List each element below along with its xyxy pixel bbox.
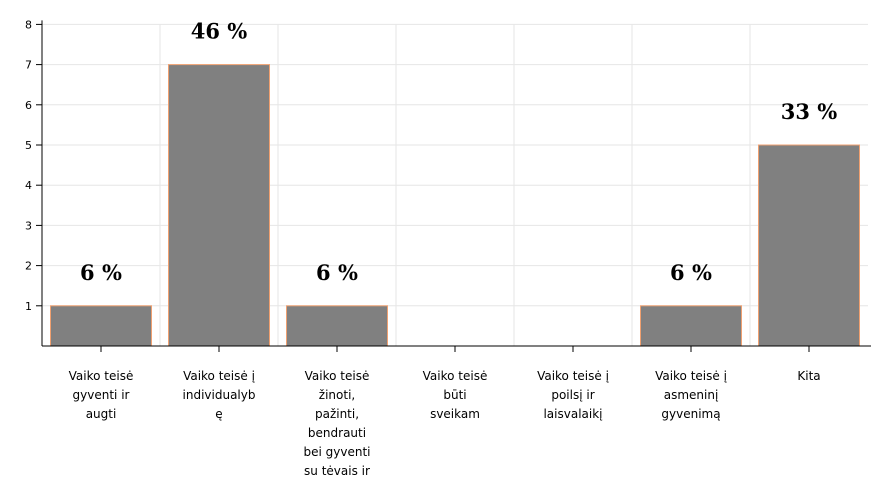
x-tick-label-line: Vaiko teisė į [537, 369, 610, 383]
x-tick-label-line: bei gyventi [304, 445, 371, 459]
bar [168, 64, 270, 347]
y-tick-label: 5 [25, 139, 32, 152]
x-tick-label-line: su tėvais ir [304, 464, 370, 478]
x-tick-label-line: pažinti, [315, 407, 359, 421]
x-tick-label: Vaiko teisė į asmeninį gyvenimą [655, 369, 728, 421]
x-tick-label-line: poilsį ir [551, 388, 594, 402]
y-tick-label: 3 [25, 219, 32, 232]
y-tick-label: 2 [25, 260, 32, 273]
bar [50, 305, 152, 347]
y-tick-label: 7 [25, 59, 32, 72]
x-tick-label-line: gyvenimą [661, 407, 720, 421]
x-tick-label-line: laisvalaikį [543, 407, 603, 421]
x-tick-label-line: sveikam [430, 407, 480, 421]
x-tick-label: Vaiko teisė žinoti, pažinti, bendrauti bei g… [304, 369, 371, 478]
x-tick-label-line: Vaiko teisė [423, 369, 488, 383]
x-tick-label: Vaiko teisė į individualyb ę [183, 369, 256, 421]
bar [640, 305, 742, 347]
x-tick-label-line: Kita [797, 369, 820, 383]
x-tick-label-line: ę [215, 407, 222, 421]
x-tick-label: Kita [797, 369, 820, 383]
data-label: 46 % [191, 19, 248, 44]
x-tick-label-line: Vaiko teisė į [183, 369, 256, 383]
x-tick-label: Vaiko teisė būti sveikam [423, 369, 488, 421]
x-tick-label-line: Vaiko teisė [69, 369, 134, 383]
x-tick-label-line: augti [86, 407, 117, 421]
bar [286, 305, 388, 347]
y-tick-label: 4 [25, 179, 32, 192]
x-tick-label-line: būti [443, 388, 466, 402]
x-tick-label-line: asmeninį [664, 388, 719, 402]
x-tick-label-line: Vaiko teisė į [655, 369, 728, 383]
y-tick-label: 1 [25, 300, 32, 313]
x-tick-label-line: Vaiko teisė [305, 369, 370, 383]
x-tick-label: Vaiko teisė į poilsį ir laisvalaikį [537, 369, 610, 421]
x-tick-label: Vaiko teisė gyventi ir augti [69, 369, 134, 421]
x-tick-label-line: individualyb [183, 388, 256, 402]
y-tick-label: 8 [25, 18, 32, 31]
data-label: 6 % [316, 260, 358, 285]
x-tick-label-line: gyventi ir [73, 388, 130, 402]
x-tick-label-line: bendrauti [308, 426, 366, 440]
data-label: 6 % [670, 260, 712, 285]
data-label: 33 % [781, 99, 838, 124]
x-tick-label-line: žinoti, [319, 388, 355, 402]
data-label: 6 % [80, 260, 122, 285]
y-tick-label: 6 [25, 99, 32, 112]
bar [758, 144, 860, 347]
